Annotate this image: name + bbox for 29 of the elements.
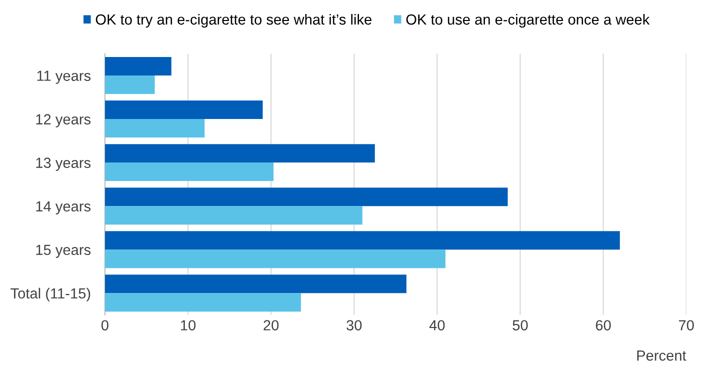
x-tick-label: 40	[429, 320, 445, 330]
bar	[104, 231, 620, 250]
bar	[104, 188, 508, 206]
bar	[104, 274, 406, 294]
bar	[104, 76, 155, 94]
x-tick-label: 60	[596, 320, 611, 330]
x-tick-label: 10	[180, 320, 196, 330]
bar	[104, 100, 263, 120]
y-tick-label: 11 years	[37, 70, 91, 84]
bar	[104, 162, 274, 182]
y-tick-label: 14 years	[36, 201, 91, 214]
bar	[104, 119, 205, 138]
bar	[104, 293, 301, 312]
x-tick-label: 0	[101, 320, 108, 330]
x-tick-label: 30	[346, 320, 362, 330]
bar	[104, 250, 446, 268]
y-tick-label: 15 years	[36, 244, 91, 258]
bar	[104, 57, 172, 76]
legend-label: OK to use an e-cigarette once a week	[406, 14, 650, 28]
y-tick-label: 13 years	[36, 158, 91, 171]
legend-label: OK to try an e-cigarette to see what it’s like	[96, 14, 372, 28]
bar	[104, 206, 362, 225]
y-tick-label: 12 years	[36, 114, 91, 128]
x-tick-label: 20	[264, 320, 279, 330]
x-tick-label: 70	[678, 320, 694, 330]
bar	[104, 144, 375, 163]
y-tick-label: Total (11-15)	[10, 288, 90, 302]
x-tick-label: 50	[512, 320, 528, 330]
x-axis-title: Percent	[637, 350, 686, 361]
